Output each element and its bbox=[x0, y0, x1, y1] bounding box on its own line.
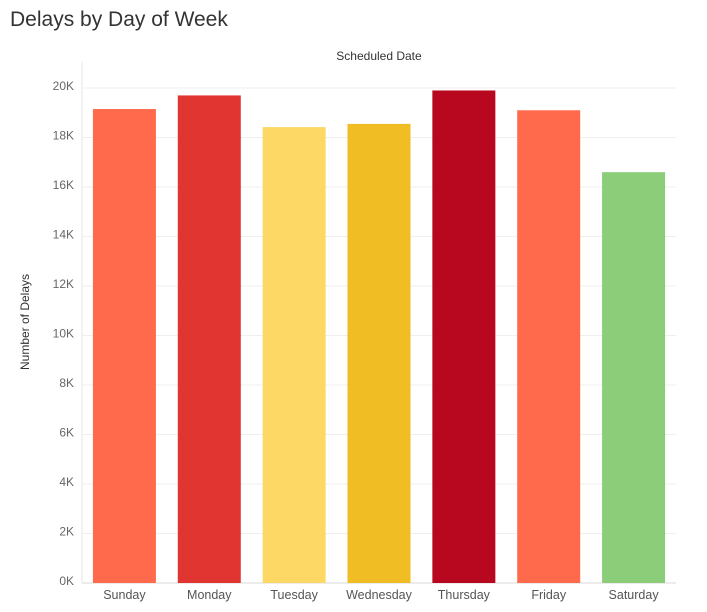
bar-monday[interactable] bbox=[177, 95, 241, 584]
y-axis-title: Number of Delays bbox=[18, 274, 32, 370]
x-category-label: Friday bbox=[531, 588, 566, 602]
x-category-label: Sunday bbox=[103, 588, 146, 602]
y-tick-label: 10K bbox=[53, 327, 74, 341]
y-tick-label: 2K bbox=[59, 525, 74, 539]
y-tick-label: 12K bbox=[53, 277, 74, 291]
x-category-label: Wednesday bbox=[346, 588, 413, 602]
chart-title: Delays by Day of Week bbox=[10, 8, 228, 31]
x-category-label: Tuesday bbox=[270, 588, 318, 602]
bar-thursday[interactable] bbox=[432, 90, 496, 583]
bar-saturday[interactable] bbox=[602, 172, 666, 583]
y-tick-label: 6K bbox=[59, 426, 74, 440]
y-tick-label: 14K bbox=[53, 228, 74, 242]
bar-sunday[interactable] bbox=[92, 109, 156, 583]
y-tick-labels: 0K 2K 4K 6K 8K 10K 12K 14K 16K 18K 20K bbox=[53, 79, 74, 588]
y-tick-label: 16K bbox=[53, 178, 74, 192]
x-category-label: Monday bbox=[187, 588, 232, 602]
bar-tuesday[interactable] bbox=[262, 127, 326, 583]
y-tick-label: 20K bbox=[53, 79, 74, 93]
bar-wednesday[interactable] bbox=[347, 123, 411, 583]
y-tick-label: 4K bbox=[59, 475, 74, 489]
y-tick-label: 0K bbox=[59, 574, 74, 588]
y-tick-label: 8K bbox=[59, 376, 74, 390]
x-axis-title: Scheduled Date bbox=[336, 49, 422, 63]
y-tick-label: 18K bbox=[53, 129, 74, 143]
x-category-label: Saturday bbox=[609, 588, 660, 602]
bar-friday[interactable] bbox=[517, 110, 581, 584]
bars bbox=[92, 90, 666, 584]
category-labels: Sunday Monday Tuesday Wednesday Thursday Frid… bbox=[103, 588, 659, 602]
x-category-label: Thursday bbox=[438, 588, 491, 602]
